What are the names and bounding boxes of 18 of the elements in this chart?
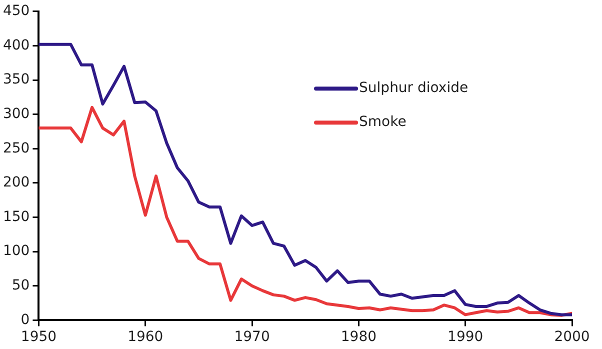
y-tick-label: 150 — [2, 208, 30, 225]
y-tick-label: 300 — [2, 106, 30, 122]
y-tick-label: 50 — [12, 278, 30, 294]
legend-label: Sulphur dioxide — [359, 80, 468, 96]
y-tick-label: 350 — [2, 72, 30, 88]
legend-label: Smoke — [359, 114, 406, 130]
x-tick-label: 1960 — [128, 329, 164, 346]
x-tick-label: 1980 — [340, 329, 377, 346]
y-tick-label: 250 — [2, 140, 30, 156]
x-tick-label: 2000 — [554, 329, 590, 346]
x-tick-label: 1970 — [234, 329, 270, 346]
y-tick-label: 200 — [2, 174, 30, 191]
x-tick-label: 1950 — [20, 329, 57, 346]
y-tick-label: 0 — [20, 312, 30, 328]
x-tick-label: 1990 — [448, 329, 484, 346]
y-tick-label: 400 — [2, 37, 30, 54]
y-tick-label: 100 — [2, 243, 30, 260]
y-tick-label: 450 — [2, 3, 30, 20]
